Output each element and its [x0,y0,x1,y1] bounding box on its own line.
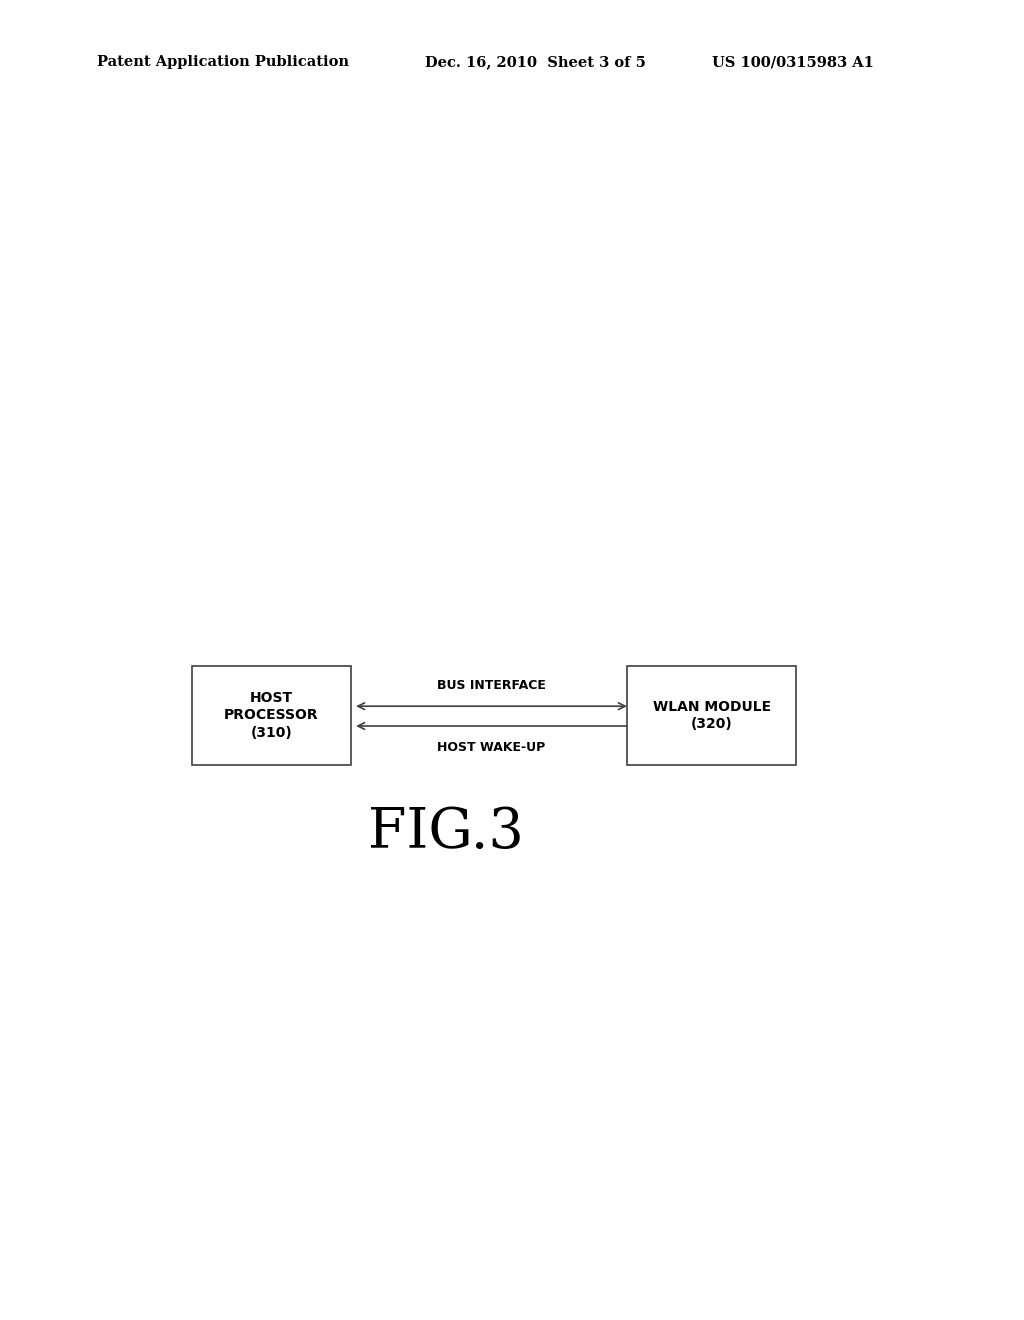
Text: BUS INTERFACE: BUS INTERFACE [437,678,546,692]
FancyBboxPatch shape [627,665,797,764]
Text: US 100/0315983 A1: US 100/0315983 A1 [712,55,873,70]
Text: Patent Application Publication: Patent Application Publication [97,55,349,70]
Text: HOST WAKE-UP: HOST WAKE-UP [437,741,546,754]
Text: FIG.3: FIG.3 [368,805,523,859]
Text: Dec. 16, 2010  Sheet 3 of 5: Dec. 16, 2010 Sheet 3 of 5 [425,55,646,70]
Text: HOST
PROCESSOR
(310): HOST PROCESSOR (310) [224,692,318,739]
Text: WLAN MODULE
(320): WLAN MODULE (320) [652,700,771,731]
FancyBboxPatch shape [193,665,350,764]
